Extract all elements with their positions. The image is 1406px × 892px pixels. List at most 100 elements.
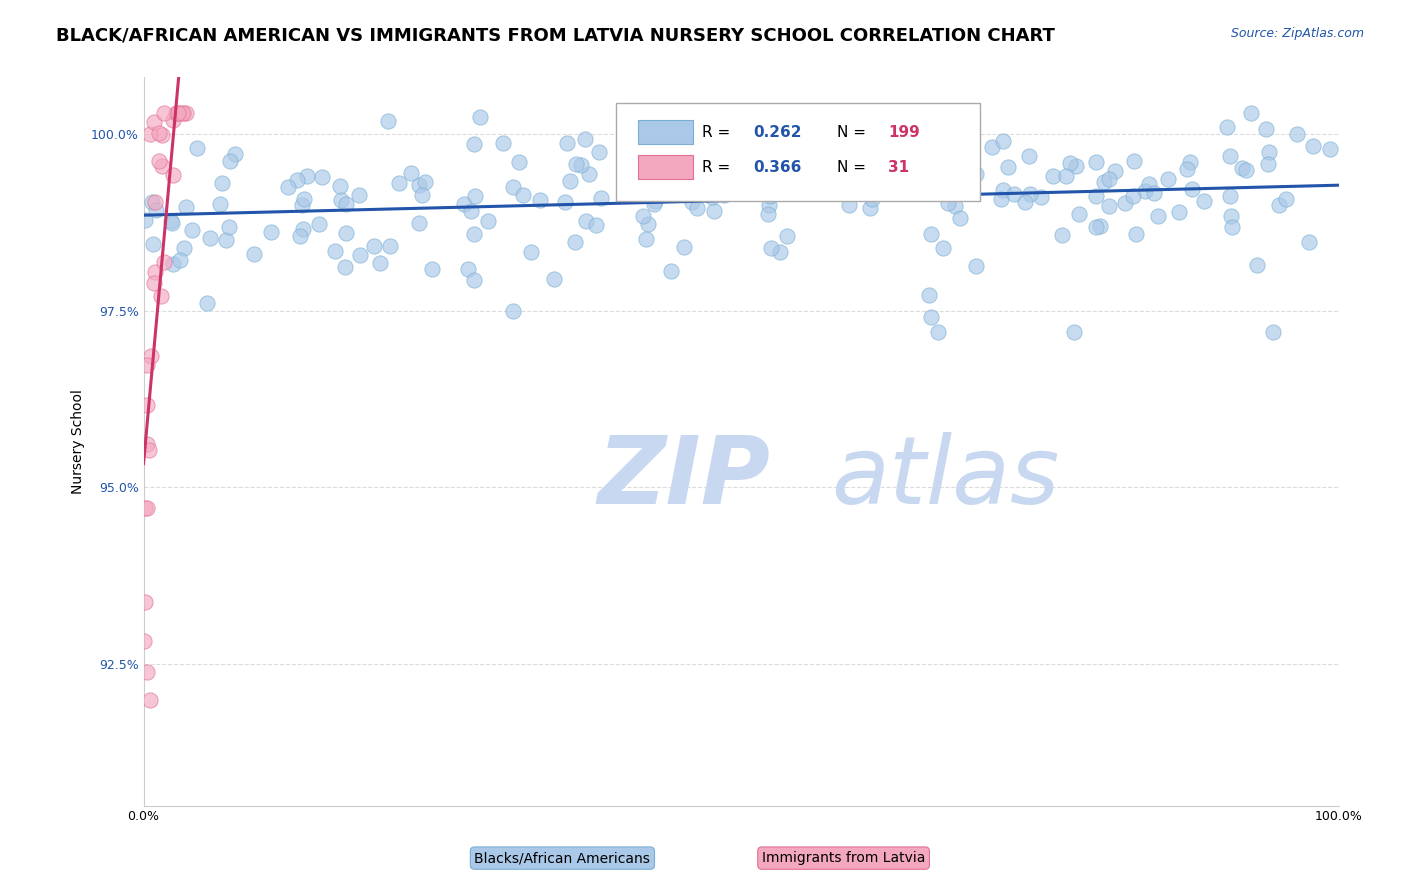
Point: [139, 349, 162, 363]
Point: [851, 173, 873, 187]
Point: [1146, 209, 1168, 223]
Point: [152, 128, 174, 143]
Point: [148, 153, 170, 168]
Point: [492, 136, 515, 150]
Point: [529, 194, 551, 208]
Point: [1054, 169, 1077, 183]
Point: [143, 194, 166, 209]
Point: [162, 113, 184, 128]
Point: [730, 167, 752, 181]
Point: [134, 212, 156, 227]
Point: [628, 186, 651, 201]
Point: [585, 218, 607, 232]
Point: [1085, 220, 1108, 235]
Point: [1168, 204, 1191, 219]
Point: [574, 132, 596, 146]
Point: [543, 272, 565, 286]
Point: [1319, 142, 1341, 156]
Point: [277, 180, 299, 194]
Point: [388, 176, 411, 190]
Point: [1019, 187, 1042, 202]
Point: [208, 196, 231, 211]
Point: [1298, 235, 1320, 250]
Point: [335, 227, 357, 241]
Point: [965, 259, 987, 273]
Point: [920, 310, 942, 325]
Point: [560, 174, 582, 188]
Point: [224, 147, 246, 161]
Point: [681, 194, 703, 209]
Point: [335, 196, 357, 211]
Point: [218, 153, 240, 168]
Point: [1085, 154, 1108, 169]
Point: [1042, 169, 1064, 183]
Point: [136, 500, 159, 515]
Point: [142, 115, 165, 129]
Point: [1052, 227, 1074, 242]
Point: [1219, 209, 1241, 223]
Point: [363, 239, 385, 253]
Point: [910, 162, 932, 177]
Point: [153, 254, 176, 268]
Point: [759, 189, 782, 203]
Point: [633, 210, 655, 224]
Point: [569, 158, 592, 172]
Point: [162, 257, 184, 271]
Point: [508, 155, 530, 169]
Point: [776, 228, 799, 243]
Point: [1157, 172, 1180, 186]
Point: [769, 245, 792, 260]
Point: [1059, 155, 1081, 169]
Point: [1192, 194, 1215, 208]
Point: [1064, 160, 1087, 174]
Point: [921, 227, 943, 241]
Point: [731, 153, 754, 168]
Point: [502, 303, 524, 318]
Point: [211, 176, 233, 190]
Text: R =: R =: [702, 125, 735, 139]
FancyBboxPatch shape: [638, 154, 693, 179]
Point: [1014, 194, 1036, 209]
Point: [993, 183, 1015, 197]
Point: [668, 175, 690, 189]
Text: atlas: atlas: [831, 433, 1059, 524]
Point: [1143, 186, 1166, 200]
Point: [1122, 154, 1144, 169]
Point: [401, 166, 423, 180]
Point: [142, 236, 165, 251]
Point: [659, 264, 682, 278]
Point: [683, 144, 706, 158]
Point: [218, 219, 240, 234]
Point: [859, 201, 882, 215]
Point: [165, 105, 187, 120]
Text: 31: 31: [889, 160, 910, 175]
Point: [333, 260, 356, 274]
Point: [198, 231, 221, 245]
Point: [1257, 157, 1279, 171]
Point: [672, 121, 695, 136]
Point: [377, 113, 399, 128]
Point: [463, 227, 485, 242]
Point: [378, 239, 401, 253]
Point: [1230, 161, 1253, 175]
Point: [141, 195, 163, 210]
Point: [150, 159, 173, 173]
Point: [368, 256, 391, 270]
Point: [330, 194, 353, 208]
Point: [162, 169, 184, 183]
Point: [181, 223, 204, 237]
Point: [1246, 258, 1268, 272]
Point: [512, 188, 534, 202]
Point: [575, 214, 598, 228]
Point: [291, 221, 314, 235]
Point: [993, 134, 1015, 148]
Text: 199: 199: [889, 125, 920, 139]
Y-axis label: Nursery School: Nursery School: [72, 389, 86, 494]
Point: [139, 127, 162, 141]
Point: [702, 190, 724, 204]
Point: [932, 241, 955, 255]
Point: [1180, 155, 1202, 169]
Point: [186, 141, 208, 155]
Point: [657, 184, 679, 198]
Point: [713, 188, 735, 202]
